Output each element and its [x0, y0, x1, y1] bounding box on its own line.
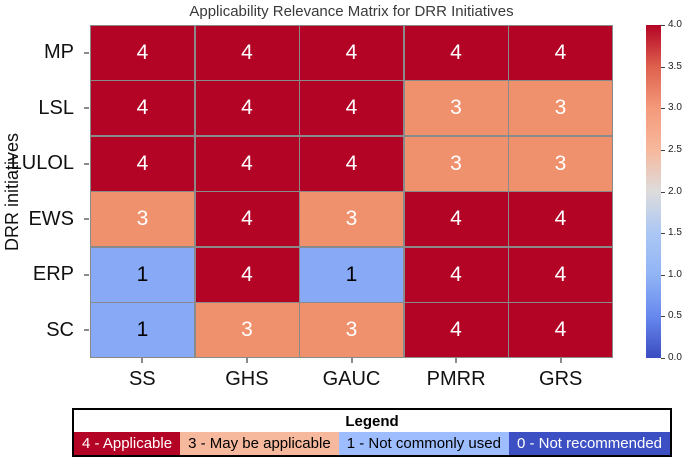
heatmap-cell-LSL-SS: 4	[91, 81, 194, 136]
colorbar-tick-mark	[661, 316, 665, 318]
heatmap-cell-SC-SS: 1	[91, 303, 194, 357]
heatmap-cell-MP-GAUC: 4	[300, 26, 403, 80]
colorbar-tick-mark	[661, 191, 665, 193]
row-label-SC: SC	[46, 318, 74, 341]
legend-entry: 3 - May be applicable	[180, 432, 339, 455]
col-label-GRS: GRS	[539, 368, 583, 390]
colorbar-tick-mark	[661, 233, 665, 235]
heatmap-cell-LULOL-GAUC: 4	[300, 136, 403, 191]
legend-entry: 0 - Not recommended	[508, 432, 671, 455]
y-tick-mark	[84, 273, 89, 276]
colorbar-tick-label: 2.0	[668, 185, 682, 197]
colorbar-tick-label: 1.5	[668, 227, 682, 239]
heatmap-cell-LULOL-GHS: 4	[195, 136, 299, 191]
heatmap-cell-LSL-GRS: 3	[509, 81, 612, 136]
x-tick-mark	[350, 358, 353, 363]
heatmap-cell-SC-GAUC: 3	[300, 303, 403, 357]
heatmap-cell-LSL-GAUC: 4	[300, 81, 403, 136]
heatmap-cell-SC-PMRR: 4	[404, 303, 508, 357]
colorbar-tick-label: 0.0	[668, 352, 682, 363]
col-label-SS: SS	[128, 368, 156, 390]
colorbar-tick-label: 3.5	[668, 60, 682, 72]
x-tick-mark	[455, 358, 458, 363]
colorbar-tick-mark	[661, 108, 665, 110]
row-label-MP: MP	[44, 41, 74, 64]
y-axis-tick-labels: MP LSL LULOL EWS ERP SC	[0, 25, 84, 358]
legend-box: Legend 4 - Applicable 3 - May be applicab…	[72, 408, 672, 457]
heatmap-cell-LSL-GHS: 4	[195, 81, 299, 136]
y-tick-mark	[84, 162, 89, 165]
colorbar	[646, 25, 661, 358]
legend-entry: 1 - Not commonly used	[338, 432, 509, 455]
heatmap-cell-LSL-PMRR: 3	[404, 81, 508, 136]
legend-entry: 4 - Applicable	[74, 432, 181, 455]
legend-title: Legend	[345, 412, 399, 430]
heatmap-cell-EWS-GHS: 4	[195, 192, 299, 247]
heatmap-cell-LULOL-GRS: 3	[509, 136, 612, 191]
x-axis-tick-labels: SS GHS GAUC PMRR GRS	[90, 364, 613, 391]
colorbar-tick-mark	[661, 25, 665, 26]
colorbar-tick-mark	[661, 358, 665, 359]
colorbar-tick-mark	[661, 149, 665, 151]
heatmap-cell-ERP-SS: 1	[91, 247, 194, 302]
x-tick-mark	[141, 358, 144, 363]
heatmap-cell-ERP-GRS: 4	[509, 247, 612, 302]
heatmap-cell-LULOL-PMRR: 3	[404, 136, 508, 191]
row-label-ERP: ERP	[32, 263, 74, 286]
colorbar-tick-label: 4.0	[668, 19, 682, 30]
x-tick-mark	[559, 358, 562, 363]
heatmap-cell-MP-GRS: 4	[509, 26, 612, 80]
col-label-GHS: GHS	[225, 368, 269, 390]
heatmap-cell-ERP-GAUC: 1	[300, 247, 403, 302]
colorbar-tick-label: 3.0	[668, 102, 682, 114]
heatmap-cell-LULOL-SS: 4	[91, 136, 194, 191]
colorbar-tick-mark	[661, 274, 665, 276]
heatmap-cell-MP-PMRR: 4	[404, 26, 508, 80]
col-label-PMRR: PMRR	[426, 368, 486, 390]
heatmap-cell-EWS-GAUC: 3	[300, 192, 403, 247]
y-tick-mark	[84, 218, 89, 221]
heatmap-cell-EWS-SS: 3	[91, 192, 194, 247]
legend-strip: 4 - Applicable 3 - May be applicable 1 - N…	[74, 432, 671, 455]
heatmap-cell-SC-GHS: 3	[195, 303, 299, 357]
heatmap-cell-MP-SS: 4	[91, 26, 194, 80]
chart-title: Applicability Relevance Matrix for DRR I…	[189, 3, 514, 20]
heatmap-cell-EWS-GRS: 4	[509, 192, 612, 247]
heatmap-cell-ERP-GHS: 4	[195, 247, 299, 302]
colorbar-tick-mark	[661, 66, 665, 68]
y-tick-mark	[84, 329, 89, 332]
heatmap-cell-ERP-PMRR: 4	[404, 247, 508, 302]
row-label-LULOL: LULOL	[10, 152, 74, 175]
colorbar-tick-label: 0.5	[668, 310, 682, 322]
colorbar-tick-label: 1.0	[668, 268, 682, 280]
y-tick-mark	[84, 51, 89, 54]
heatmap-cell-SC-GRS: 4	[509, 303, 612, 357]
heatmap-cell-MP-GHS: 4	[195, 26, 299, 80]
y-tick-mark	[84, 107, 89, 110]
x-tick-mark	[245, 358, 248, 363]
row-label-EWS: EWS	[28, 207, 74, 230]
row-label-LSL: LSL	[38, 96, 74, 119]
col-label-GAUC: GAUC	[322, 368, 381, 390]
colorbar-tick-label: 2.5	[668, 143, 682, 155]
heatmap-cell-EWS-PMRR: 4	[404, 192, 508, 247]
